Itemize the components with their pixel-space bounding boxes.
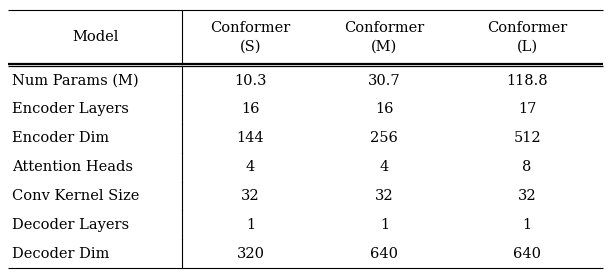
Text: 30.7: 30.7 — [368, 74, 401, 88]
Text: 16: 16 — [241, 103, 260, 116]
Text: 32: 32 — [375, 189, 393, 203]
Text: 4: 4 — [380, 160, 389, 174]
Text: 4: 4 — [246, 160, 255, 174]
Text: 1: 1 — [246, 218, 255, 232]
Text: 17: 17 — [518, 103, 536, 116]
Text: 320: 320 — [237, 247, 264, 261]
Text: Conv Kernel Size: Conv Kernel Size — [12, 189, 139, 203]
Text: Encoder Dim: Encoder Dim — [12, 131, 109, 145]
Text: 640: 640 — [370, 247, 398, 261]
Text: Encoder Layers: Encoder Layers — [12, 103, 129, 116]
Text: Conformer
(S): Conformer (S) — [210, 21, 291, 53]
Text: Decoder Dim: Decoder Dim — [12, 247, 109, 261]
Text: Attention Heads: Attention Heads — [12, 160, 133, 174]
Text: 16: 16 — [375, 103, 393, 116]
Text: 118.8: 118.8 — [506, 74, 548, 88]
Text: 144: 144 — [237, 131, 264, 145]
Text: 256: 256 — [370, 131, 398, 145]
Text: Num Params (M): Num Params (M) — [12, 74, 139, 88]
Text: 32: 32 — [518, 189, 536, 203]
Text: 640: 640 — [513, 247, 541, 261]
Text: 1: 1 — [380, 218, 389, 232]
Text: 8: 8 — [522, 160, 532, 174]
Text: 1: 1 — [522, 218, 532, 232]
Text: 10.3: 10.3 — [234, 74, 267, 88]
Text: Model: Model — [72, 30, 119, 44]
Text: 512: 512 — [513, 131, 541, 145]
Text: 32: 32 — [241, 189, 260, 203]
Text: Decoder Layers: Decoder Layers — [12, 218, 129, 232]
Text: Conformer
(M): Conformer (M) — [344, 21, 424, 53]
Text: Conformer
(L): Conformer (L) — [487, 21, 567, 53]
